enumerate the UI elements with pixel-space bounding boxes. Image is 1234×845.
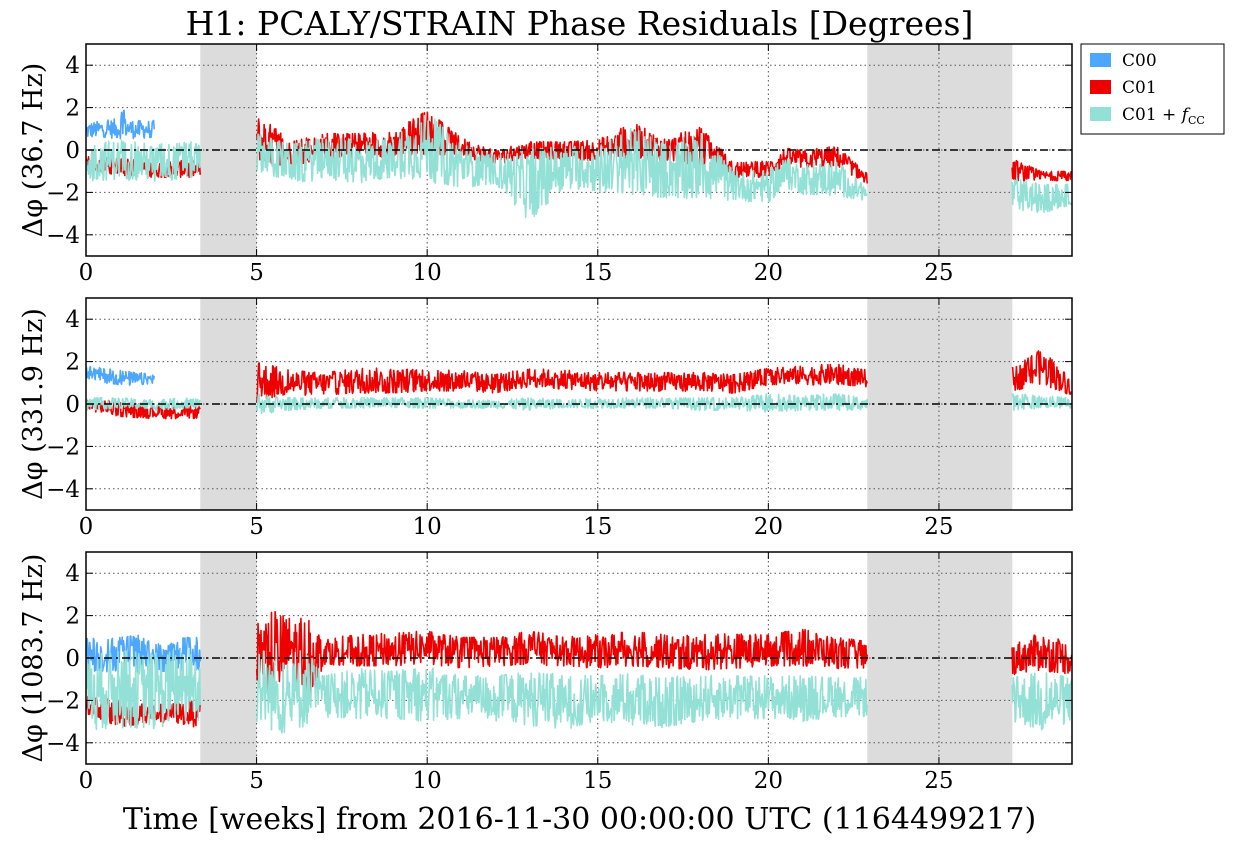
x-axis-label: Time [weeks] from 2016-11-30 00:00:00 UT… xyxy=(122,802,1037,837)
y-axis-label-symbol: Δφ xyxy=(18,715,49,762)
series-c01-fcc-line xyxy=(86,114,1072,219)
y-tick-label: 4 xyxy=(65,53,80,79)
series-c01-line xyxy=(86,350,1072,420)
series-c00-line xyxy=(86,365,155,386)
y-tick-label: 4 xyxy=(65,307,80,333)
legend-swatch xyxy=(1090,53,1111,67)
y-axis-label: Δφ (331.9 Hz) xyxy=(18,308,49,500)
legend: C00 C01 C01 + fCC xyxy=(1080,43,1225,135)
series-c01-fcc-line xyxy=(86,648,1072,734)
x-tick-label: 15 xyxy=(583,514,612,540)
y-axis-label-frequency: (331.9 Hz) xyxy=(18,308,49,453)
y-axis-label-symbol: Δφ xyxy=(18,453,49,500)
y-axis-label: Δφ (36.7 Hz) xyxy=(18,63,49,238)
legend-label-text: C01 xyxy=(1122,78,1157,98)
y-tick-label: −2 xyxy=(46,688,80,714)
x-tick-label: 0 xyxy=(79,260,94,286)
legend-label-text: C00 xyxy=(1122,51,1157,71)
x-tick-label: 20 xyxy=(754,768,783,794)
y-tick-label: −4 xyxy=(46,731,80,757)
series-group xyxy=(86,109,1072,219)
x-tick-label: 10 xyxy=(413,768,442,794)
x-tick-label: 0 xyxy=(79,768,94,794)
shaded-region xyxy=(200,552,257,764)
legend-swatch xyxy=(1090,80,1111,94)
x-tick-label: 5 xyxy=(249,768,264,794)
y-tick-label: −4 xyxy=(46,223,80,249)
y-tick-label: −4 xyxy=(46,477,80,503)
x-tick-label: 25 xyxy=(924,514,953,540)
x-tick-label: 20 xyxy=(754,260,783,286)
y-tick-label: 2 xyxy=(65,604,80,630)
x-tick-label: 25 xyxy=(924,260,953,286)
y-tick-label: −2 xyxy=(46,434,80,460)
x-tick-label: 10 xyxy=(413,260,442,286)
legend-label-text: C01 + xyxy=(1122,105,1182,125)
legend-label: C01 + fCC xyxy=(1122,105,1205,127)
legend-label: C00 xyxy=(1122,51,1157,71)
legend-label-subscript: CC xyxy=(1188,114,1205,127)
legend-label: C01 xyxy=(1122,78,1157,98)
x-tick-label: 0 xyxy=(79,514,94,540)
series-c00-line xyxy=(86,109,155,140)
x-tick-label: 25 xyxy=(924,768,953,794)
legend-label-math: f xyxy=(1180,105,1191,125)
shaded-region xyxy=(200,44,257,256)
x-tick-label: 15 xyxy=(583,768,612,794)
y-axis-label-symbol: Δφ xyxy=(18,190,49,237)
y-tick-label: 2 xyxy=(65,350,80,376)
x-tick-label: 10 xyxy=(413,514,442,540)
y-axis-label: Δφ (1083.7 Hz) xyxy=(18,554,49,763)
y-tick-label: 0 xyxy=(65,646,80,672)
legend-swatch xyxy=(1090,107,1111,121)
x-tick-label: 5 xyxy=(249,260,264,286)
x-tick-label: 15 xyxy=(583,260,612,286)
y-axis-label-frequency: (36.7 Hz) xyxy=(18,63,49,191)
shaded-region xyxy=(200,298,257,510)
x-tick-label: 5 xyxy=(249,514,264,540)
y-axis-label-frequency: (1083.7 Hz) xyxy=(18,554,49,716)
y-tick-label: 4 xyxy=(65,561,80,587)
y-tick-label: −2 xyxy=(46,180,80,206)
y-tick-label: 2 xyxy=(65,96,80,122)
y-tick-label: 0 xyxy=(65,392,80,418)
chart-title: H1: PCALY/STRAIN Phase Residuals [Degree… xyxy=(185,4,974,43)
y-tick-label: 0 xyxy=(65,138,80,164)
x-tick-label: 20 xyxy=(754,514,783,540)
